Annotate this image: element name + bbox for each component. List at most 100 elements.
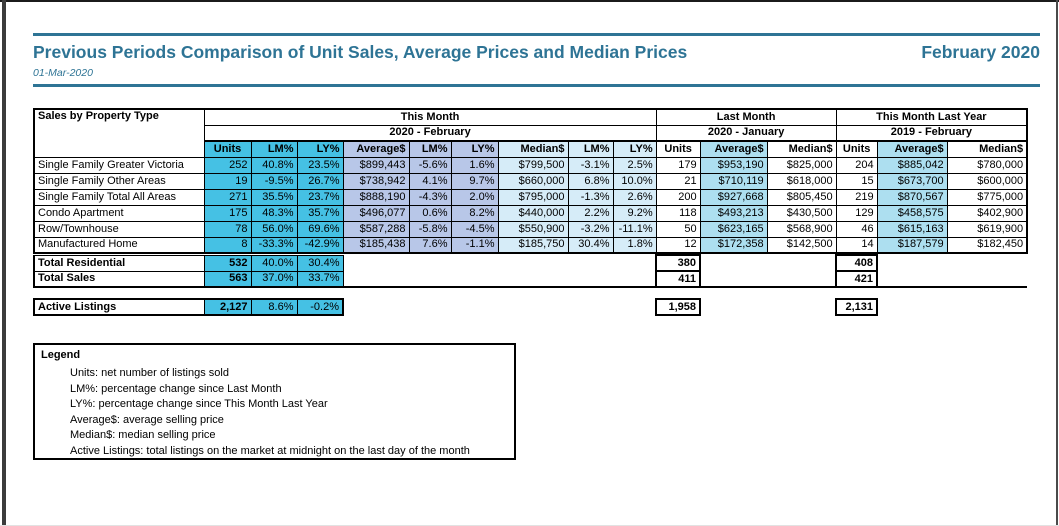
row-label: Active Listings <box>33 298 205 316</box>
cell-ly-pct: 23.5% <box>296 156 344 174</box>
cell-lm-pct: 8.6% <box>250 298 298 316</box>
cell-ly-pct: -42.9% <box>296 236 344 254</box>
cell-average: $738,942 <box>342 172 410 190</box>
cell-lm-pct: -1.3% <box>567 188 614 206</box>
cell-lm-pct: 40.8% <box>250 156 298 174</box>
row-label: Single Family Total All Areas <box>33 188 205 206</box>
cell-average: $615,163 <box>876 220 948 238</box>
row-label: Total Sales <box>33 270 205 288</box>
cell-ly-pct: 8.2% <box>450 204 499 222</box>
legend-item: LY%: percentage change since This Month … <box>70 398 328 410</box>
cell-lm-pct: 30.4% <box>567 236 614 254</box>
cell-average: $953,190 <box>699 156 768 174</box>
column-header-units: Units <box>203 140 252 158</box>
column-header-ly-pct: LY% <box>612 140 657 158</box>
column-header-average: Average$ <box>876 140 948 158</box>
sales-comparison-table: Sales by Property Type This Month Last M… <box>33 108 1029 254</box>
cell-ly-pct: -4.5% <box>450 220 499 238</box>
period-this-month-last-year: 2019 - February <box>835 124 1028 142</box>
cell-average: $870,567 <box>876 188 948 206</box>
cell-average: $458,575 <box>876 204 948 222</box>
cell-lm-pct: 2.2% <box>567 204 614 222</box>
page-title: Previous Periods Comparison of Unit Sale… <box>33 42 688 62</box>
totals-row: Total Sales 563 37.0% 33.7% 411 421 <box>33 270 1027 288</box>
active-listings-table: Active Listings 2,127 8.6% -0.2% 1,958 2… <box>33 298 1028 316</box>
cell-average: $885,042 <box>876 156 948 174</box>
report-date: 01-Mar-2020 <box>33 67 93 79</box>
column-header-average: Average$ <box>699 140 768 158</box>
empty-cell <box>700 271 836 287</box>
cell-ly-pct: 23.7% <box>296 188 344 206</box>
column-header-average: Average$ <box>342 140 410 158</box>
cell-ly-pct: 1.6% <box>450 156 499 174</box>
cell-median: $618,000 <box>766 172 837 190</box>
cell-average: $496,077 <box>342 204 410 222</box>
cell-units: 78 <box>203 220 252 238</box>
cell-average: $623,165 <box>699 220 768 238</box>
cell-units: 421 <box>835 270 878 288</box>
row-label: Condo Apartment <box>33 204 205 222</box>
row-label: Manufactured Home <box>33 236 205 254</box>
empty-cell <box>343 255 656 271</box>
cell-lm-pct: 40.0% <box>250 254 298 272</box>
section-this-month-last-year: This Month Last Year <box>835 108 1028 126</box>
cell-ly-pct: 33.7% <box>296 270 344 288</box>
cell-ly-pct: 1.8% <box>612 236 657 254</box>
empty-cell <box>343 271 656 287</box>
cell-units: 129 <box>835 204 878 222</box>
cell-lm-pct: -33.3% <box>250 236 298 254</box>
cell-units: 252 <box>203 156 252 174</box>
column-header-median: Median$ <box>946 140 1028 158</box>
cell-lm-pct: -5.6% <box>408 156 452 174</box>
legend-item: LM%: percentage change since Last Month <box>70 382 282 395</box>
table-row: Condo Apartment 175 48.3% 35.7% $496,077… <box>33 204 1028 222</box>
cell-ly-pct: 30.4% <box>296 254 344 272</box>
cell-units: 14 <box>835 236 878 254</box>
cell-lm-pct: -4.3% <box>408 188 452 206</box>
cell-median: $780,000 <box>946 156 1028 174</box>
period-this-month: 2020 - February <box>203 124 657 142</box>
cell-units: 411 <box>655 270 701 288</box>
cell-lm-pct: -3.1% <box>567 156 614 174</box>
cell-average: $673,700 <box>876 172 948 190</box>
cell-median: $142,500 <box>766 236 837 254</box>
section-this-month: This Month <box>203 108 657 126</box>
cell-median: $600,000 <box>946 172 1028 190</box>
empty-cell <box>877 255 1027 271</box>
cell-median: $550,900 <box>497 220 569 238</box>
totals-row: Total Residential 532 40.0% 30.4% 380 40… <box>33 254 1027 272</box>
cell-units: 271 <box>203 188 252 206</box>
cell-average: $587,288 <box>342 220 410 238</box>
period-last-month: 2020 - January <box>655 124 837 142</box>
legend-item: Median$: median selling price <box>70 429 216 441</box>
window-right-edge <box>1056 0 1058 526</box>
active-listings-row: Active Listings 2,127 8.6% -0.2% 1,958 2… <box>33 298 1028 316</box>
cell-units: 46 <box>835 220 878 238</box>
cell-ly-pct: 69.6% <box>296 220 344 238</box>
table-row: Row/Townhouse 78 56.0% 69.6% $587,288 -5… <box>33 220 1028 238</box>
cell-units: 200 <box>655 188 701 206</box>
cell-units: 2,127 <box>203 298 252 316</box>
cell-ly-pct: 2.0% <box>450 188 499 206</box>
table-row: Single Family Total All Areas 271 35.5% … <box>33 188 1028 206</box>
empty-cell <box>700 299 837 315</box>
column-header-lm-pct: LM% <box>250 140 298 158</box>
legend-item: Average$: average selling price <box>70 413 224 426</box>
cell-lm-pct: 56.0% <box>250 220 298 238</box>
table-row: Single Family Greater Victoria 252 40.8%… <box>33 156 1028 174</box>
cell-average: $172,358 <box>699 236 768 254</box>
cell-median: $185,750 <box>497 236 569 254</box>
cell-median: $660,000 <box>497 172 569 190</box>
cell-ly-pct: -0.2% <box>296 298 344 316</box>
legend-item: Units: net number of listings sold <box>70 367 229 379</box>
section-header-row: Sales by Property Type This Month Last M… <box>33 108 1028 158</box>
cell-units: 204 <box>835 156 878 174</box>
cell-median: $182,450 <box>946 236 1028 254</box>
cell-median: $402,900 <box>946 204 1028 222</box>
empty-cell <box>877 299 1028 315</box>
cell-units: 50 <box>655 220 701 238</box>
cell-units: 1,958 <box>655 298 702 316</box>
cell-units: 21 <box>655 172 701 190</box>
cell-lm-pct: -5.8% <box>408 220 452 238</box>
cell-lm-pct: 48.3% <box>250 204 298 222</box>
